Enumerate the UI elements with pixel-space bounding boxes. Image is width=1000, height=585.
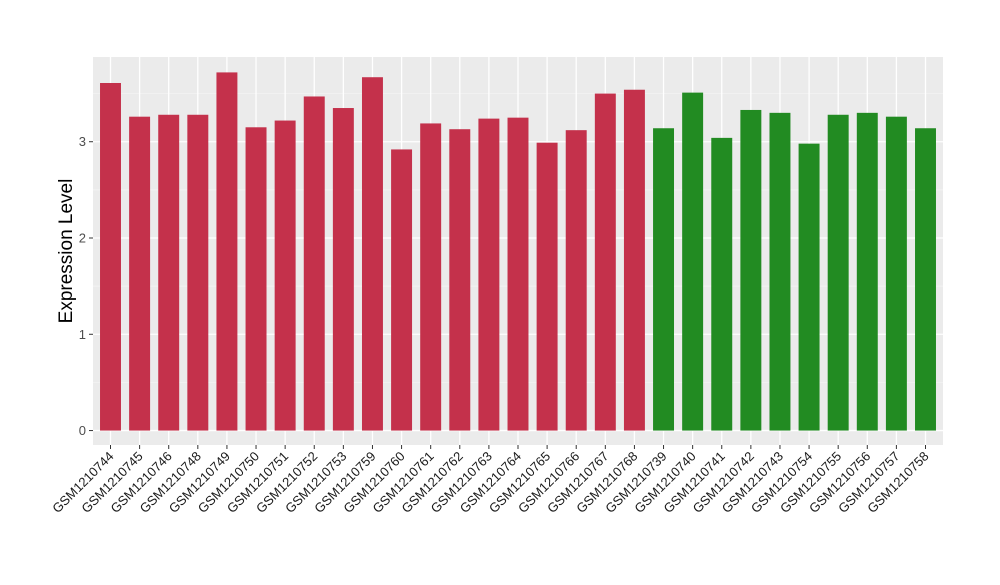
bar-gsm1210753 bbox=[332, 108, 354, 431]
bar-gsm1210746 bbox=[158, 114, 180, 431]
bar-gsm1210742 bbox=[740, 109, 762, 431]
bar-gsm1210761 bbox=[420, 123, 442, 431]
y-tick-label: 0 bbox=[79, 423, 86, 438]
bar-gsm1210762 bbox=[449, 129, 471, 431]
bar-gsm1210739 bbox=[653, 128, 675, 431]
bar-gsm1210755 bbox=[827, 114, 849, 431]
bar-gsm1210767 bbox=[594, 93, 616, 431]
bar-gsm1210766 bbox=[565, 130, 587, 431]
y-axis-title: Expression Level bbox=[56, 179, 77, 324]
bar-gsm1210757 bbox=[885, 116, 907, 431]
bar-gsm1210756 bbox=[856, 112, 878, 431]
bars bbox=[100, 72, 936, 431]
bar-gsm1210741 bbox=[711, 137, 733, 431]
y-tick-label: 2 bbox=[79, 231, 86, 246]
bar-gsm1210743 bbox=[769, 112, 791, 431]
bar-gsm1210749 bbox=[216, 72, 238, 431]
y-tick-label: 3 bbox=[79, 134, 86, 149]
bar-gsm1210764 bbox=[507, 117, 529, 431]
bar-gsm1210740 bbox=[682, 92, 704, 431]
bar-gsm1210763 bbox=[478, 118, 500, 431]
bar-gsm1210744 bbox=[100, 82, 121, 431]
bar-gsm1210745 bbox=[129, 116, 151, 431]
bar-gsm1210768 bbox=[623, 89, 645, 431]
bar-gsm1210758 bbox=[915, 128, 936, 431]
bar-gsm1210751 bbox=[274, 120, 296, 431]
bar-gsm1210748 bbox=[187, 114, 209, 431]
y-tick-label: 1 bbox=[79, 327, 86, 342]
bar-gsm1210765 bbox=[536, 142, 558, 431]
bar-gsm1210760 bbox=[391, 149, 413, 431]
bar-gsm1210752 bbox=[303, 96, 325, 431]
bar-gsm1210754 bbox=[798, 143, 820, 431]
bar-gsm1210750 bbox=[245, 127, 267, 431]
bar-gsm1210759 bbox=[361, 77, 383, 431]
